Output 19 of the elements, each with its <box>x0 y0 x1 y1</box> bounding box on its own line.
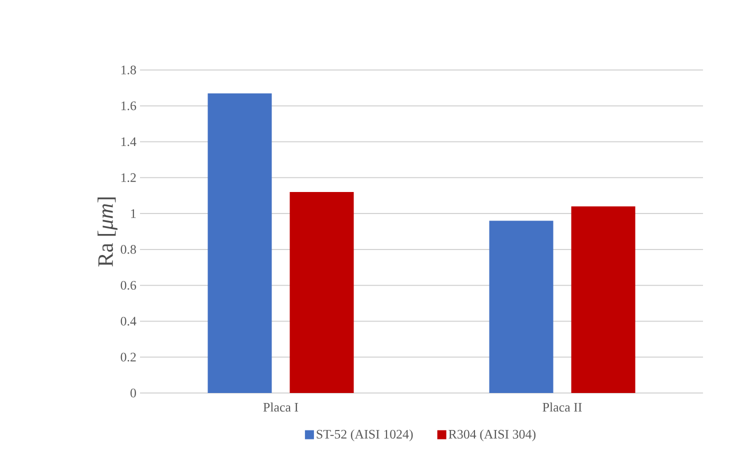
legend-label: R304 (AISI 304) <box>448 429 536 442</box>
y-tick-label: 0.6 <box>120 280 136 290</box>
y-tick-label: 0.8 <box>120 245 136 254</box>
y-tick-label: 1 <box>131 209 136 218</box>
y-tick-label: 1.8 <box>121 66 136 74</box>
bar <box>208 93 272 393</box>
legend-label: ST-52 (AISI 1024) <box>316 429 413 442</box>
bar <box>489 220 554 393</box>
y-tick-label: 1.2 <box>121 173 136 182</box>
bar <box>571 206 636 393</box>
x-tick-label: Placa II <box>542 402 582 412</box>
x-tick-label: Placa I <box>263 402 298 412</box>
y-tick-label: 0.2 <box>120 352 136 362</box>
y-tick-label: 0 <box>130 388 136 398</box>
y-tick-label: 1.4 <box>121 137 136 146</box>
y-axis-title: Ra [μm] <box>98 198 118 266</box>
bar <box>290 192 354 393</box>
y-tick-label: 1.6 <box>121 102 136 110</box>
y-tick-label: 0.4 <box>120 316 136 326</box>
